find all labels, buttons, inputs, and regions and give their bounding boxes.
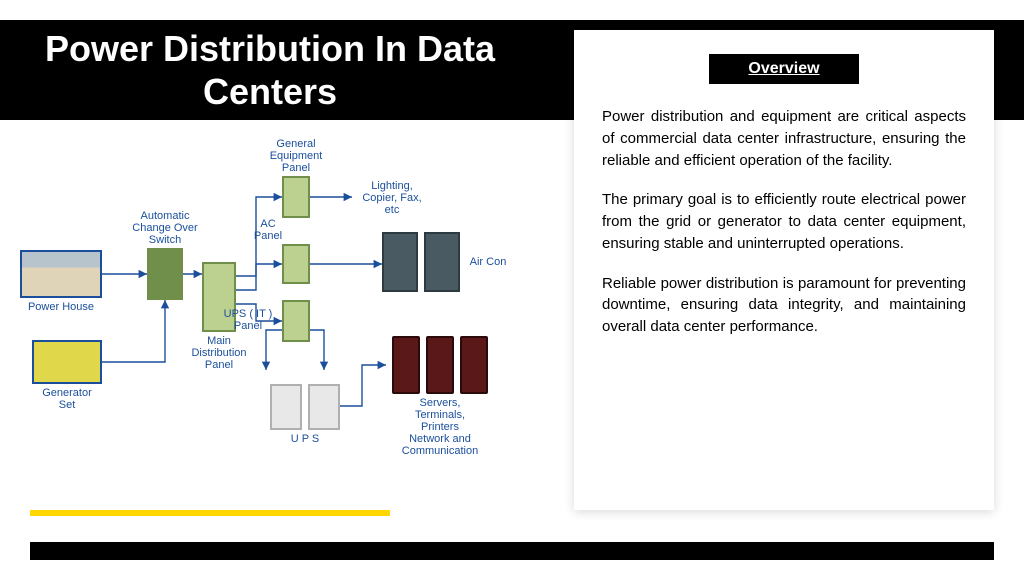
diagram-node-ups-1 xyxy=(308,384,340,430)
diagram-node-acpanel xyxy=(282,244,310,284)
diagram-node-label: Power House xyxy=(11,301,111,313)
diagram-edge-upspanel-ups xyxy=(308,330,324,370)
diagram-node-ups-0 xyxy=(270,384,302,430)
overview-para-3: Reliable power distribution is paramount… xyxy=(602,273,966,338)
diagram-node-upspanel xyxy=(282,300,310,342)
overview-panel: Overview Power distribution and equipmen… xyxy=(574,30,994,510)
overview-header: Overview xyxy=(709,54,859,84)
diagram-node-servers-2 xyxy=(460,336,488,394)
diagram-node-aircon-1 xyxy=(424,232,460,292)
diagram-node-label: UPS ( IT )Panel xyxy=(218,308,278,332)
diagram-edge-generator-acos xyxy=(102,300,165,362)
diagram-node-label: Air Con xyxy=(463,256,513,268)
diagram-node-label: Lighting,Copier, Fax,etc xyxy=(356,180,428,216)
diagram-node-label: MainDistributionPanel xyxy=(169,335,269,371)
diagram-node-servers-0 xyxy=(392,336,420,394)
diagram-node-label: GeneralEquipmentPanel xyxy=(246,138,346,174)
diagram-node-servers-1 xyxy=(426,336,454,394)
diagram-node-label: AutomaticChange OverSwitch xyxy=(115,210,215,246)
overview-para-1: Power distribution and equipment are cri… xyxy=(602,106,966,171)
diagram-node-power_house xyxy=(20,250,102,298)
diagram-node-label: ACPanel xyxy=(243,218,293,242)
diagram-node-label: U P S xyxy=(255,433,355,445)
diagram-node-label: Servers,Terminals,PrintersNetwork andCom… xyxy=(390,397,490,457)
diagram-node-gep xyxy=(282,176,310,218)
bottom-black-bar xyxy=(30,542,994,560)
accent-yellow-bar xyxy=(30,510,390,516)
overview-para-2: The primary goal is to efficiently route… xyxy=(602,189,966,254)
diagram-node-generator xyxy=(32,340,102,384)
page-title: Power Distribution In Data Centers xyxy=(30,27,510,113)
diagram-edge-mdp-acpanel xyxy=(236,264,282,290)
diagram-node-aircon-0 xyxy=(382,232,418,292)
power-flow-diagram: Power House GeneratorSet AutomaticChange O… xyxy=(12,140,552,500)
diagram-node-label: GeneratorSet xyxy=(17,387,117,411)
diagram-node-acos xyxy=(147,248,183,300)
